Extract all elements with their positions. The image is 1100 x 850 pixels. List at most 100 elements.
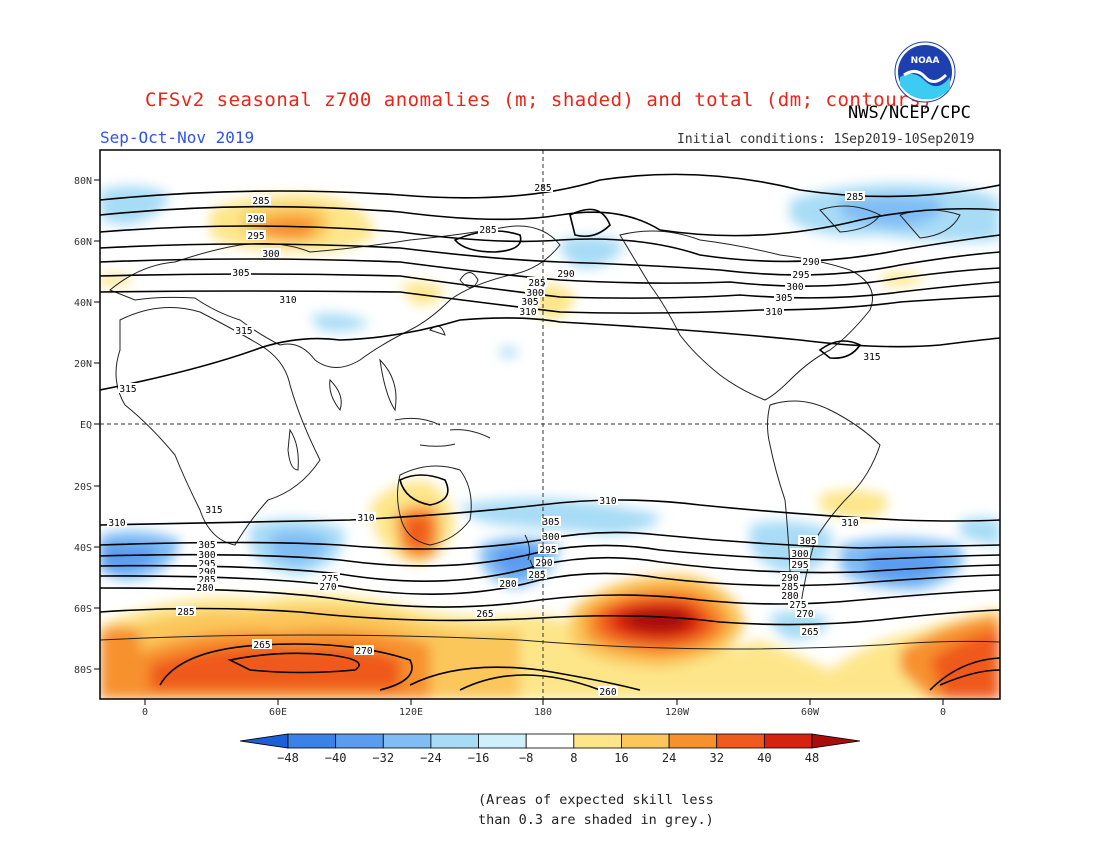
contour-label: 305 [541,516,561,528]
svg-text:285: 285 [198,575,215,586]
svg-text:270: 270 [355,646,372,657]
colorbar-segment [668,733,718,749]
contour-label: 285 [478,224,498,236]
lon-label: 120E [399,707,423,718]
colorbar-tick-label: −24 [420,751,442,765]
svg-text:285: 285 [528,570,545,581]
svg-text:305: 305 [542,517,559,528]
colorbar-tick-label: 40 [757,751,771,765]
svg-text:290: 290 [535,558,552,569]
contour-label: 285 [251,195,271,207]
colorbar-tick-label: 48 [805,751,819,765]
contour-label: 280 [498,578,518,590]
colorbar-tick-label: −32 [372,751,394,765]
contour-label: 270 [795,608,815,620]
chart-title: CFSv2 seasonal z700 anomalies (m; shaded… [145,89,933,111]
contour-label: 310 [518,306,538,318]
footnote-line: than 0.3 are shaded in grey.) [478,812,714,828]
svg-text:275: 275 [789,600,806,611]
contour-label: 285 [527,569,547,581]
svg-text:280: 280 [196,583,213,594]
svg-text:290: 290 [781,573,798,584]
colorbar-segment [763,733,813,749]
agency-label: NWS/NCEP/CPC [848,103,971,123]
svg-text:280: 280 [499,579,516,590]
lat-label: 60N [74,237,92,248]
svg-text:315: 315 [863,352,880,363]
contour-label: 285 [780,581,800,593]
contour-label: 290 [534,557,554,569]
colorbar-tick-label: 32 [710,751,724,765]
contour-label: 290 [197,566,217,578]
lon-label: 0 [142,707,148,718]
svg-text:285: 285 [846,192,863,203]
colorbar-tick-label: 16 [614,751,628,765]
lat-label: 20N [74,359,92,370]
svg-text:305: 305 [521,297,538,308]
contour-label: 300 [261,248,281,260]
lon-label: 60E [269,707,287,718]
contour-label: 300 [197,549,217,561]
colorbar-tick-label: 24 [662,751,676,765]
colorbar-segment [430,733,479,749]
svg-text:265: 265 [476,609,493,620]
contour-label: 315 [118,383,138,395]
svg-text:265: 265 [801,627,818,638]
lon-labels: 0 60E 120E 180 120W 60W 0 [142,707,946,718]
svg-text:300: 300 [786,282,803,293]
svg-text:300: 300 [526,288,543,299]
svg-text:270: 270 [796,609,813,620]
svg-text:310: 310 [841,518,858,529]
contour-label: 315 [862,351,882,363]
lat-labels: 80N 60N 40N 20N EQ 20S 40S 60S 80S [74,176,92,676]
lon-label: 180 [534,707,552,718]
contour-label: 270 [318,581,338,593]
contour-label: 275 [788,599,808,611]
svg-text:290: 290 [247,214,264,225]
svg-text:285: 285 [479,225,496,236]
svg-text:285: 285 [252,196,269,207]
contour-label: 295 [791,269,811,281]
contour-label: 260 [598,686,618,698]
colorbar-segment [335,733,384,749]
colorbar-arrow-right [811,733,861,749]
svg-text:280: 280 [781,591,798,602]
colorbar-segment [382,733,432,749]
svg-text:310: 310 [279,295,296,306]
contour-label: 290 [801,256,821,268]
svg-text:275: 275 [321,574,338,585]
contour-label: 295 [197,558,217,570]
skill-footnote: (Areas of expected skill less than 0.3 a… [478,790,714,830]
colorbar-arrow-left [239,733,289,749]
colorbar: −48 −40 −32 −24 −16 −8 8 16 24 32 40 48 [239,733,861,765]
contour-label: 310 [356,512,376,524]
svg-text:295: 295 [198,559,215,570]
contour-label: 290 [780,572,800,584]
colorbar-segment [573,733,622,749]
svg-text:310: 310 [519,307,536,318]
lat-label: 80N [74,176,92,187]
svg-text:295: 295 [247,231,264,242]
lat-label: EQ [80,420,92,431]
contour-label: 305 [197,539,217,551]
anomaly-shading [100,184,1000,699]
contour-label: 285 [197,574,217,586]
svg-text:310: 310 [599,496,616,507]
svg-text:300: 300 [262,249,279,260]
contour-label: 310 [840,517,860,529]
colorbar-segment [478,733,527,749]
colorbar-tick-label: −48 [277,751,299,765]
noaa-logo: NOAA [894,41,956,103]
svg-text:305: 305 [799,536,816,547]
colorbar-segment [716,733,765,749]
lat-label: 40N [74,298,92,309]
colorbar-tick-label: −16 [468,751,490,765]
contour-label: 285 [845,191,865,203]
contour-label: 310 [107,517,127,529]
lat-label: 60S [74,604,92,615]
colorbar-tick-label: −8 [519,751,533,765]
contour-label: 310 [598,495,618,507]
contour-label: 290 [246,213,266,225]
contour-label: 280 [195,582,215,594]
contour-label: 300 [541,531,561,543]
